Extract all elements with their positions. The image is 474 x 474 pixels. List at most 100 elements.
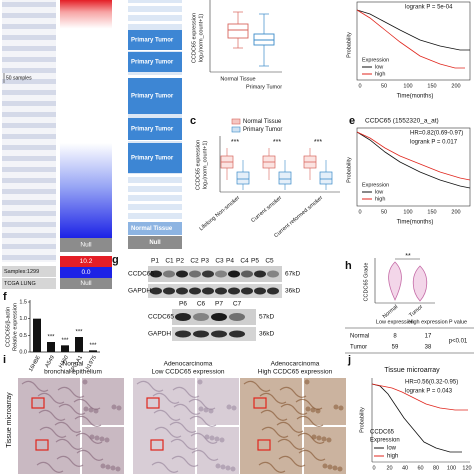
- legend-title: CCDC65: [370, 430, 395, 436]
- tissue: [73, 398, 101, 410]
- legend-label: high: [387, 454, 398, 460]
- key-high: [60, 256, 112, 267]
- tissue: [136, 380, 164, 392]
- cell: [322, 463, 328, 469]
- significance: ***: [47, 335, 55, 341]
- protein-label: GAPDH: [148, 331, 171, 338]
- legend-label: low: [375, 189, 383, 195]
- cell: [105, 464, 111, 470]
- lane-label: P7: [215, 301, 223, 308]
- blot-band: [254, 287, 266, 295]
- tissue: [277, 438, 305, 450]
- group-block: [128, 236, 182, 249]
- x-tick-label: 80: [433, 465, 439, 471]
- km-high: [371, 383, 468, 411]
- cell: [111, 404, 117, 410]
- sample-stripe: [2, 90, 56, 95]
- blot-band: [228, 287, 240, 295]
- sample-stripe: [2, 13, 56, 18]
- sample-stripe: [2, 156, 56, 161]
- km-title: Tissue microarray: [384, 367, 440, 374]
- tissue: [191, 449, 219, 461]
- tissue: [38, 409, 66, 421]
- cell: [209, 435, 215, 441]
- cell: [104, 437, 110, 443]
- blot: [148, 266, 282, 282]
- tissue: [188, 398, 216, 410]
- roi-box: [35, 439, 49, 451]
- group-label: Primary Tumor: [131, 60, 174, 66]
- tissue: [259, 392, 287, 404]
- sample-stripe: [2, 211, 56, 216]
- group-block: [128, 30, 182, 50]
- group-label: Primary Tumor: [131, 156, 174, 162]
- protein-label: GAPDH: [128, 288, 151, 295]
- group-block: [128, 143, 182, 173]
- x-tick-label: 60: [417, 465, 423, 471]
- tissue: [76, 449, 104, 461]
- x-tick-label: 100: [447, 465, 456, 471]
- panel-letter: g: [112, 254, 119, 266]
- significance: ***: [273, 139, 281, 146]
- image-title: High CCDC65 expression: [258, 369, 333, 376]
- blot-band: [215, 270, 227, 278]
- tissue: [260, 409, 288, 421]
- lane-label: P5: [251, 258, 259, 265]
- ihc-image: [133, 378, 195, 474]
- x-tick-label: Lifelong Non-smoker: [198, 195, 241, 232]
- table-cell: Normal: [350, 334, 369, 340]
- null-box: [60, 238, 112, 252]
- group-stripe: [128, 3, 182, 6]
- tissue: [172, 386, 200, 398]
- y-axis-label: Probability: [346, 157, 352, 183]
- side-label: Tissue microarray: [6, 392, 13, 448]
- group-label: Primary Tumor: [131, 94, 174, 100]
- key-high-label: 10.2: [80, 258, 93, 265]
- group-stripe: [128, 210, 182, 213]
- group-stripe: [128, 183, 182, 186]
- plot-frame: [356, 127, 471, 207]
- key-null: [60, 278, 112, 289]
- blot-band: [163, 287, 175, 295]
- legend-title: Expression: [362, 57, 389, 63]
- scale-label: 50 samples: [6, 75, 32, 81]
- significance: ***: [231, 139, 239, 146]
- blot-band: [267, 270, 279, 278]
- x-tick-label: 200: [451, 209, 460, 215]
- null-label: Null: [80, 242, 92, 249]
- cell: [219, 437, 225, 443]
- tissue: [39, 426, 67, 438]
- tissue: [243, 380, 271, 392]
- blot-band: [193, 330, 209, 338]
- group-label: Null: [149, 240, 161, 246]
- cell: [321, 436, 327, 442]
- panel-letter: i: [3, 354, 6, 366]
- km-low: [356, 131, 471, 189]
- lane-label: C6: [197, 301, 206, 308]
- tissue: [55, 438, 83, 450]
- cell: [197, 379, 203, 385]
- panel-letter: e: [349, 115, 355, 127]
- blot-band: [229, 313, 245, 321]
- cell: [305, 406, 311, 412]
- table-header: High expression: [408, 319, 447, 325]
- group-label: Normal Tissue: [131, 226, 173, 232]
- blot-band: [202, 270, 214, 278]
- x-tick-label: H460: [58, 355, 70, 369]
- tissue: [258, 461, 286, 473]
- table-cell: 17: [425, 334, 432, 340]
- y-axis-label: log₂(norm_count+1): [198, 14, 204, 63]
- x-tick-label: Normal: [382, 304, 399, 320]
- blot-band: [176, 270, 188, 278]
- tissue: [189, 415, 217, 427]
- group-label: Primary Tumor: [131, 38, 174, 44]
- tissue: [58, 403, 86, 415]
- tissue: [169, 421, 197, 433]
- heatmap-bg: [2, 0, 56, 262]
- tissue: [152, 392, 180, 404]
- bar: [89, 350, 97, 352]
- blot-band: [254, 270, 266, 278]
- panel-letter: c: [190, 115, 196, 127]
- hr-label: HR=0.56(0.32-0.95): [405, 380, 458, 386]
- km-low: [371, 383, 462, 453]
